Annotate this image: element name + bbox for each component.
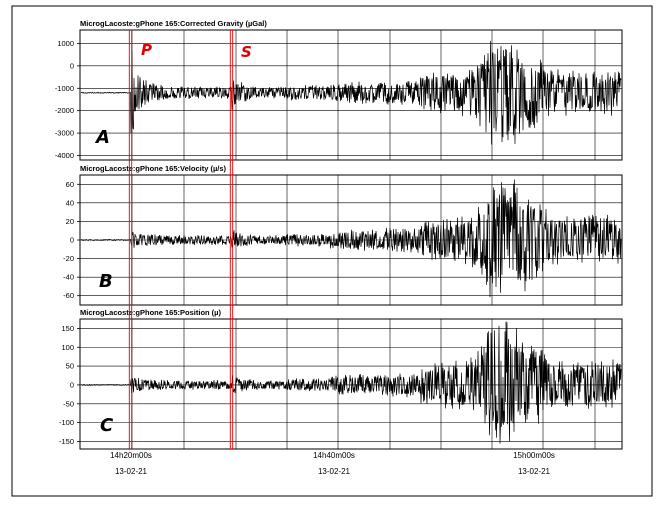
y-tick-label-1: 0 — [70, 61, 74, 70]
waveform-trace — [80, 40, 622, 145]
x-tick-label-2-date: 13-02-21 — [518, 467, 551, 476]
y-tick-label-6: -60 — [63, 291, 74, 300]
y-tick-label-4: -20 — [63, 254, 74, 263]
phase-p-label: P — [141, 41, 152, 59]
panel-b-chart: 60 40 20 0 -20 -40 -60 — [63, 174, 623, 306]
y-tick-label-1: 40 — [66, 198, 74, 207]
phase-lines — [128, 30, 234, 449]
waveform-trace — [80, 179, 622, 298]
panel-b-label: B — [99, 271, 113, 292]
phase-s-label: S — [241, 43, 252, 61]
y-tick-label-4: -3000 — [55, 129, 74, 138]
y-tick-label-4: -50 — [63, 399, 74, 408]
y-tick-label-0: 1000 — [57, 39, 74, 48]
panel-b-title: MicrogLacoste:gPhone 165:Velocity (µ/s) — [80, 164, 227, 173]
y-tick-label-0: 150 — [61, 324, 74, 333]
panel-c-title: MicrogLacoste:gPhone 165:Position (µ) — [80, 308, 222, 317]
y-tick-label-3: 0 — [70, 236, 74, 245]
y-tick-label-5: -100 — [59, 418, 74, 427]
y-tick-label-2: 20 — [66, 217, 74, 226]
y-tick-label-0: 60 — [66, 180, 74, 189]
y-tick-label-5: -4000 — [55, 151, 74, 160]
panel-a-chart: 1000 0 -1000 -2000 -3000 -4000 — [55, 29, 623, 161]
y-tick-label-2: -1000 — [55, 84, 74, 93]
panel-a-title: MicrogLacoste:gPhone 165:Corrected Gravi… — [80, 19, 267, 28]
y-tick-label-1: 100 — [61, 343, 74, 352]
x-tick-label-1-date: 13-02-21 — [318, 467, 351, 476]
x-tick-label-0-time: 14h20m00s — [110, 451, 152, 460]
x-tick-label-0-date: 13-02-21 — [115, 467, 148, 476]
panel-a-label: A — [94, 127, 110, 148]
y-tick-label-3: -2000 — [55, 106, 74, 115]
y-tick-label-5: -40 — [63, 273, 74, 282]
x-tick-label-1-time: 14h40m00s — [313, 451, 355, 460]
panel-c-label: C — [100, 415, 114, 436]
x-tick-label-2-time: 15h00m00s — [513, 451, 555, 460]
panel-c-chart: 150 100 50 0 -50 -100 -150 — [59, 318, 623, 450]
waveform-trace — [80, 321, 622, 444]
y-tick-label-6: -150 — [59, 437, 74, 446]
y-tick-label-3: 0 — [70, 380, 74, 389]
y-tick-label-2: 50 — [66, 362, 74, 371]
